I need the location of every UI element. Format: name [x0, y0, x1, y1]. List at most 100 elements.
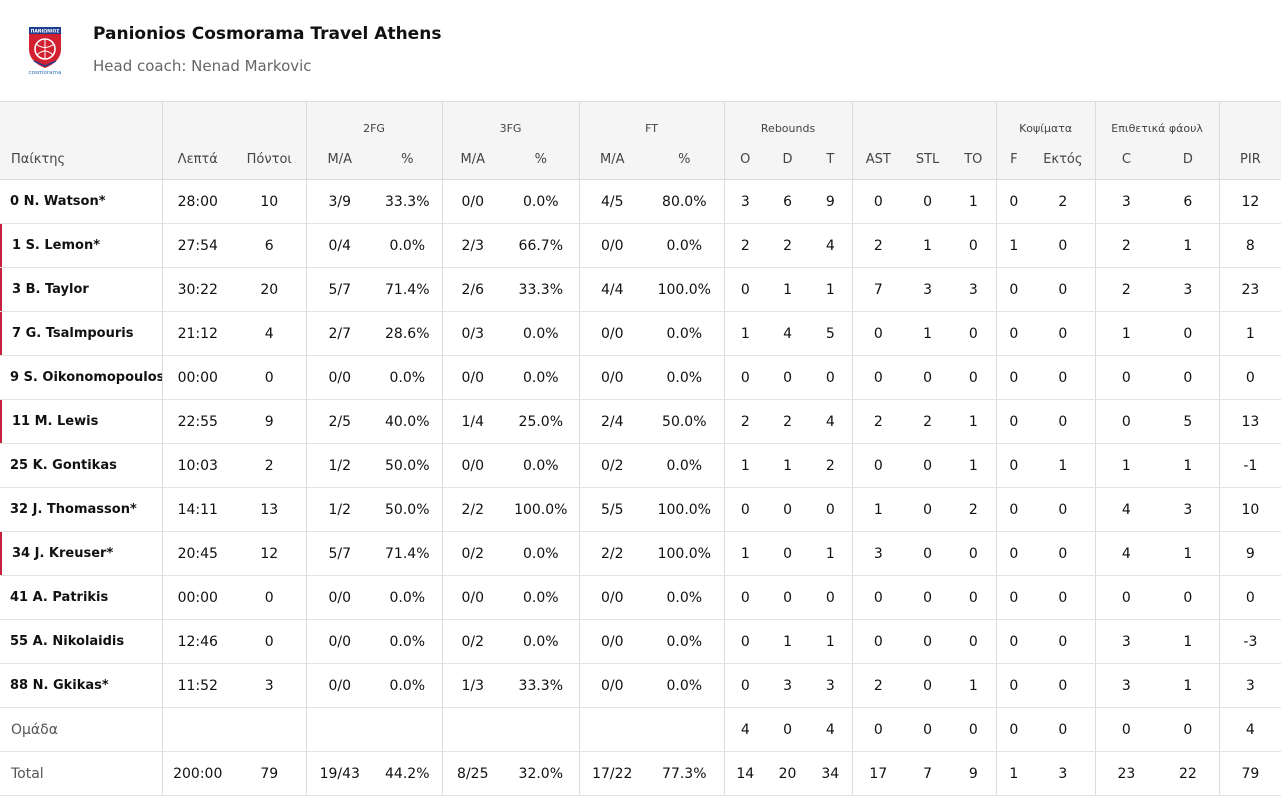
cell-3fg-pct: 32.0%: [503, 751, 580, 796]
player-row[interactable]: 7 G. Tsalmpouris 21:12 4 2/7 28.6% 0/3 0.0% 0/0…: [0, 311, 1281, 356]
cell-minutes: 22:55: [161, 399, 233, 444]
cell-fouls-committed: 2: [1094, 267, 1158, 312]
column-header-ft-made-attempted[interactable]: M/A: [578, 139, 646, 180]
player-row[interactable]: 32 J. Thomasson* 14:11 13 1/2 50.0% 2/2 100.0%…: [0, 487, 1281, 532]
cell-2fg-made-attempted: 0/0: [305, 575, 373, 620]
cell-points: 12: [233, 531, 306, 576]
cell-turnovers: 0: [951, 355, 997, 400]
cell-ft-pct: 0.0%: [645, 355, 725, 400]
player-name-link[interactable]: 25 K. Gontikas: [0, 443, 162, 488]
cell-minutes: 12:46: [161, 619, 233, 664]
cell-reb-offensive: 14: [723, 751, 767, 796]
player-row[interactable]: 0 N. Watson* 28:00 10 3/9 33.3% 0/0 0.0% 4/5 80.…: [0, 179, 1281, 224]
player-name-link[interactable]: 88 N. Gkikas*: [0, 663, 162, 708]
cell-points: 6: [233, 223, 306, 268]
column-header-pir[interactable]: PIR: [1218, 139, 1281, 180]
player-name-link[interactable]: 0 N. Watson*: [0, 179, 162, 224]
column-header-blocks-against[interactable]: Εκτός: [1031, 139, 1096, 180]
column-header-blocks-for[interactable]: F: [995, 139, 1032, 180]
cell-minutes: 20:45: [161, 531, 233, 576]
cell-2fg-made-attempted: 5/7: [305, 267, 373, 312]
cell-pir: 23: [1218, 267, 1281, 312]
cell-steals: 0: [904, 531, 952, 576]
column-header-reb-defensive[interactable]: D: [766, 139, 810, 180]
cell-2fg-pct: 0.0%: [373, 575, 443, 620]
column-header-2fg-made-attempted[interactable]: M/A: [305, 139, 373, 180]
cell-3fg-made-attempted: 0/2: [441, 619, 504, 664]
column-header-fouls-drawn[interactable]: D: [1157, 139, 1220, 180]
player-row[interactable]: 3 B. Taylor 30:22 20 5/7 71.4% 2/6 33.3% 4/4 100…: [0, 267, 1281, 312]
cell-steals: 2: [904, 399, 952, 444]
player-row[interactable]: 1 S. Lemon* 27:54 6 0/4 0.0% 2/3 66.7% 0/0 0.0% 2…: [0, 223, 1281, 268]
cell-3fg-pct: 0.0%: [503, 443, 580, 488]
cell-fouls-committed: 0: [1094, 707, 1158, 752]
column-header-points[interactable]: Πόντοι: [233, 139, 306, 180]
cell-pir: -1: [1218, 443, 1281, 488]
player-name-link[interactable]: 7 G. Tsalmpouris: [0, 311, 162, 356]
cell-blocks-for: 0: [995, 399, 1032, 444]
cell-reb-offensive: 2: [723, 399, 767, 444]
cell-steals: 0: [904, 663, 952, 708]
total-row: Total 200:00 79 19/43 44.2% 8/25 32.0% 17/22 77.…: [0, 751, 1281, 796]
cell-fouls-committed: 23: [1094, 751, 1158, 796]
cell-points: [233, 707, 306, 752]
column-header-reb-total[interactable]: T: [809, 139, 853, 180]
player-row[interactable]: 34 J. Kreuser* 20:45 12 5/7 71.4% 0/2 0.0% 2/2 1…: [0, 531, 1281, 576]
column-header-minutes[interactable]: Λεπτά: [161, 139, 233, 180]
cell-turnovers: 0: [951, 619, 997, 664]
cell-ft-pct: 0.0%: [645, 619, 725, 664]
column-header-turnovers[interactable]: TO: [951, 139, 997, 180]
cell-ft-made-attempted: 0/0: [578, 619, 646, 664]
cell-fouls-committed: 3: [1094, 663, 1158, 708]
cell-fouls-drawn: 3: [1157, 267, 1220, 312]
cell-ft-pct: 0.0%: [645, 311, 725, 356]
player-name-link[interactable]: 55 A. Nikolaidis: [0, 619, 162, 664]
group-empty: [0, 101, 162, 139]
cell-3fg-made-attempted: 0/3: [441, 311, 504, 356]
cell-reb-offensive: 3: [723, 179, 767, 224]
column-header-ft-pct[interactable]: %: [645, 139, 725, 180]
cell-ft-made-attempted: 0/0: [578, 223, 646, 268]
player-name-link[interactable]: 3 B. Taylor: [0, 267, 162, 312]
player-row[interactable]: 9 S. Oikonomopoulos 00:00 0 0/0 0.0% 0/0 0.0% 0…: [0, 355, 1281, 400]
cell-minutes: 27:54: [161, 223, 233, 268]
column-header-2fg-pct[interactable]: %: [373, 139, 443, 180]
cell-3fg-made-attempted: 1/4: [441, 399, 504, 444]
player-row[interactable]: 41 A. Patrikis 00:00 0 0/0 0.0% 0/0 0.0% 0/0 0.0…: [0, 575, 1281, 620]
player-name-link[interactable]: 11 M. Lewis: [0, 399, 162, 444]
player-name-link[interactable]: 34 J. Kreuser*: [0, 531, 162, 576]
cell-blocks-against: 0: [1031, 355, 1096, 400]
cell-reb-total: 3: [809, 663, 853, 708]
column-header-steals[interactable]: STL: [904, 139, 952, 180]
column-header-3fg-made-attempted[interactable]: M/A: [441, 139, 504, 180]
cell-blocks-against: 0: [1031, 707, 1096, 752]
cell-minutes: 200:00: [161, 751, 233, 796]
cell-3fg-made-attempted: 2/2: [441, 487, 504, 532]
column-header-assists[interactable]: AST: [851, 139, 905, 180]
player-name-link[interactable]: 9 S. Oikonomopoulos: [0, 355, 162, 400]
cell-fouls-drawn: 1: [1157, 663, 1220, 708]
player-row[interactable]: 11 M. Lewis 22:55 9 2/5 40.0% 1/4 25.0% 2/4 50.0…: [0, 399, 1281, 444]
player-row[interactable]: 55 A. Nikolaidis 12:46 0 0/0 0.0% 0/2 0.0% 0/0 0…: [0, 619, 1281, 664]
cell-assists: 3: [851, 531, 905, 576]
cell-3fg-made-attempted: 0/0: [441, 575, 504, 620]
column-header-player[interactable]: Παίκτης: [0, 139, 162, 180]
cell-3fg-made-attempted: [441, 707, 504, 752]
player-name-link[interactable]: 32 J. Thomasson*: [0, 487, 162, 532]
cell-2fg-made-attempted: 5/7: [305, 531, 373, 576]
cell-3fg-pct: 66.7%: [503, 223, 580, 268]
player-row[interactable]: 88 N. Gkikas* 11:52 3 0/0 0.0% 1/3 33.3% 0/0 0.0…: [0, 663, 1281, 708]
cell-3fg-pct: [503, 707, 580, 752]
column-header-3fg-pct[interactable]: %: [503, 139, 580, 180]
cell-reb-total: 4: [809, 399, 853, 444]
cell-fouls-committed: 4: [1094, 531, 1158, 576]
column-header-fouls-committed[interactable]: C: [1094, 139, 1158, 180]
column-header-reb-offensive[interactable]: O: [723, 139, 767, 180]
cell-2fg-pct: 40.0%: [373, 399, 443, 444]
cell-ft-made-attempted: [578, 707, 646, 752]
player-row[interactable]: 25 K. Gontikas 10:03 2 1/2 50.0% 0/0 0.0% 0/2 0.…: [0, 443, 1281, 488]
group-2fg: 2FG: [305, 101, 443, 139]
cell-2fg-made-attempted: 3/9: [305, 179, 373, 224]
player-name-link[interactable]: 41 A. Patrikis: [0, 575, 162, 620]
player-name-link[interactable]: 1 S. Lemon*: [0, 223, 162, 268]
